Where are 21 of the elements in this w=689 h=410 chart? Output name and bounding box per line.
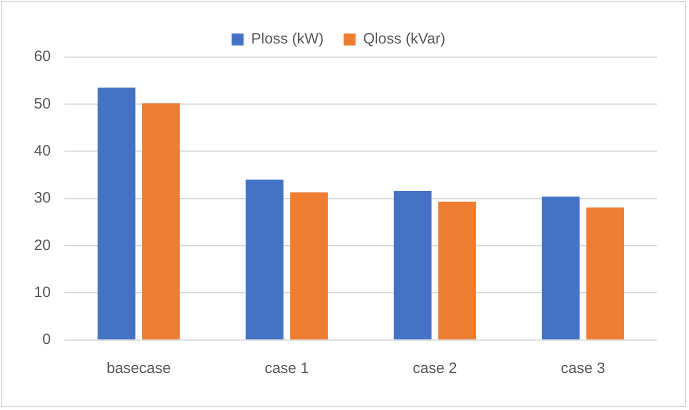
- bar: [438, 202, 476, 340]
- legend-label: Ploss (kW): [251, 30, 324, 48]
- x-tick-label: case 3: [560, 360, 606, 378]
- bar: [98, 88, 136, 340]
- x-tick-label: basecase: [106, 360, 171, 378]
- x-tick-label: case 2: [412, 360, 457, 378]
- y-tick-label: 40: [34, 142, 51, 160]
- x-tick-label: case 1: [264, 360, 309, 378]
- y-tick-label: 50: [34, 95, 51, 112]
- bar: [586, 207, 624, 340]
- y-tick-label: 0: [42, 331, 51, 348]
- bar: [542, 196, 580, 340]
- y-tick-label: 60: [34, 48, 51, 66]
- y-tick-label: 30: [34, 190, 51, 207]
- y-tick-label: 20: [34, 236, 51, 254]
- bar: [246, 180, 284, 340]
- y-tick-label: 10: [34, 284, 51, 301]
- bar: [142, 103, 180, 340]
- bar: [290, 192, 328, 340]
- bar: [394, 190, 432, 340]
- legend-label: Qloss (kVar): [363, 30, 446, 48]
